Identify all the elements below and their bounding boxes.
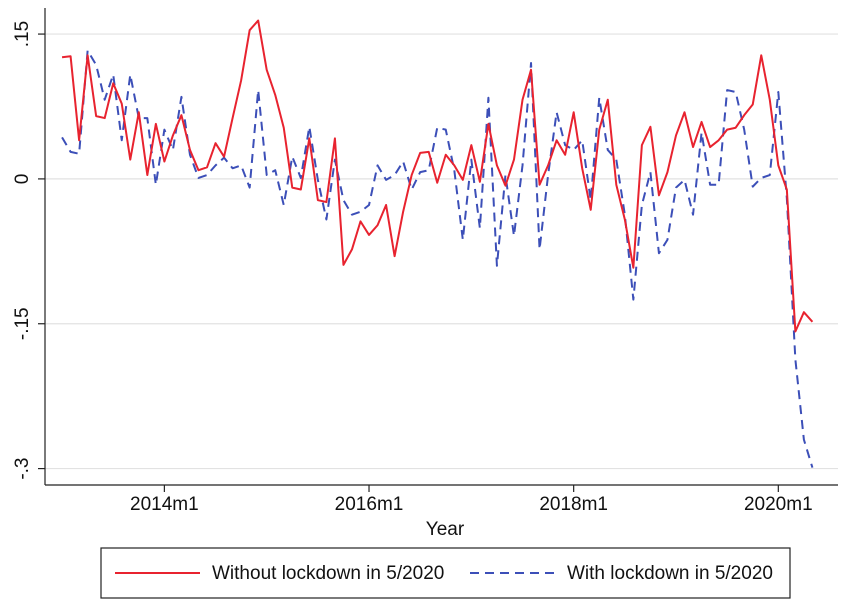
legend-label: Without lockdown in 5/2020 xyxy=(212,563,444,584)
y-tick-label: -.15 xyxy=(12,307,33,340)
x-tick-label: 2018m1 xyxy=(539,494,608,515)
legend-box xyxy=(100,547,791,599)
x-tick-label: 2016m1 xyxy=(335,494,404,515)
x-tick-label: 2014m1 xyxy=(130,494,199,515)
y-tick-label: -.3 xyxy=(12,457,33,479)
y-tick-label: .15 xyxy=(12,21,33,47)
x-axis-label: Year xyxy=(426,519,465,540)
x-tick-label: 2020m1 xyxy=(744,494,813,515)
y-tick-label: 0 xyxy=(12,174,33,185)
legend-label: With lockdown in 5/2020 xyxy=(567,563,773,584)
series-line xyxy=(61,19,814,333)
